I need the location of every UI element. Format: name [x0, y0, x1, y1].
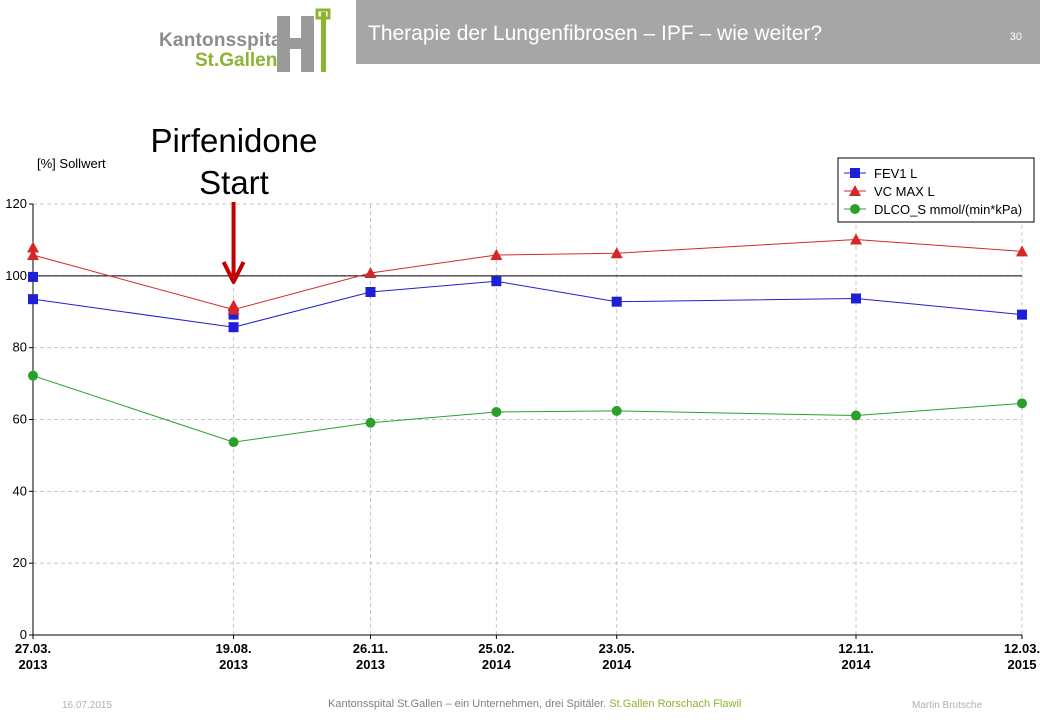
data-point [365, 417, 376, 428]
y-tick-label: 40 [13, 483, 27, 498]
data-point [850, 233, 863, 245]
series-1 [27, 233, 1028, 315]
x-tick-label-day: 19.08. [215, 641, 251, 656]
data-point [364, 266, 377, 278]
x-tick-label-year: 2013 [356, 657, 385, 672]
footer-organisation: Kantonsspital St.Gallen – ein Unternehme… [328, 698, 741, 710]
series-2 [28, 370, 1027, 448]
y-tick-label: 20 [13, 555, 27, 570]
footer-author: Martin Brutsche [912, 700, 983, 711]
x-tick-label-year: 2015 [1008, 657, 1037, 672]
y-tick-label: 120 [5, 196, 27, 211]
y-tick-label: 100 [5, 268, 27, 283]
data-point [491, 406, 502, 417]
legend-label: DLCO_S mmol/(min*kPa) [874, 202, 1022, 217]
legend: FEV1 L VC MAX L DLCO_S mmol/(min*kPa) [837, 157, 1035, 223]
y-tick-label: 80 [13, 340, 27, 355]
x-tick-label-day: 23.05. [599, 641, 635, 656]
series-line [32, 239, 1023, 311]
pirfenidone-annotation: Pirfenidone Start [134, 120, 334, 204]
x-tick-label-year: 2013 [219, 657, 248, 672]
x-tick-label-year: 2014 [842, 657, 872, 672]
x-tick-label-day: 26.11. [353, 641, 388, 656]
logo-h-icon [277, 8, 331, 72]
x-tick-label-day: 12.11. [838, 641, 873, 656]
x-tick-label-day: 27.03. [15, 641, 51, 656]
y-tick-label: 60 [13, 412, 27, 427]
data-point [228, 322, 239, 333]
x-tick-label-day: 12.03. [1004, 641, 1040, 656]
x-tick-label-day: 25.02. [478, 641, 514, 656]
legend-label: VC MAX L [874, 184, 935, 199]
hospital-logo: Kantonsspital St.Gallen [155, 4, 355, 72]
data-point [1016, 245, 1028, 257]
data-point-extra [28, 271, 38, 282]
data-point [228, 437, 239, 448]
series-line [32, 280, 1023, 328]
data-point [28, 370, 38, 381]
logo-name: Kantonsspital [159, 30, 288, 51]
data-point [490, 249, 503, 261]
logo-city: St.Gallen [195, 50, 278, 71]
x-tick-label-year: 2013 [19, 657, 48, 672]
data-point [1017, 398, 1027, 409]
data-point-extra [27, 241, 39, 253]
x-tick-label-year: 2014 [602, 657, 632, 672]
data-point [491, 276, 502, 287]
y-axis-label: [%] Sollwert [37, 156, 106, 171]
start-arrow [221, 202, 246, 284]
data-point [365, 286, 376, 297]
legend-box [837, 157, 1035, 223]
page-number: 30 [1009, 31, 1022, 43]
footer-locations: St.Gallen Rorschach Flawil [609, 698, 742, 710]
data-point [1017, 309, 1027, 320]
series [27, 233, 1028, 448]
slide-title: Therapie der Lungenfibrosen – IPF – wie … [368, 22, 823, 45]
data-point [851, 410, 862, 421]
annotation-line-2: Start [199, 164, 269, 201]
data-point [28, 294, 38, 305]
y-tick-label: 0 [20, 627, 27, 642]
x-tick-label-year: 2014 [482, 657, 512, 672]
annotation-line-1: Pirfenidone [150, 122, 318, 159]
data-point [610, 247, 623, 259]
grid-lines [32, 203, 1023, 635]
legend-label: FEV1 L [874, 166, 917, 181]
series-line [32, 375, 1023, 443]
data-point [611, 405, 622, 416]
data-point-extra [227, 299, 240, 311]
footer-organisation-text: Kantonsspital St.Gallen – ein Unternehme… [328, 698, 607, 710]
arrow-head [221, 261, 246, 284]
footer-date: 16.07.2015 [62, 700, 113, 711]
data-point [27, 249, 39, 261]
data-point [611, 296, 622, 307]
data-point [851, 293, 862, 304]
legend-marker [850, 204, 860, 214]
legend-marker [850, 168, 860, 178]
legend-marker [849, 185, 861, 196]
data-point-extra [228, 309, 239, 320]
series-0 [28, 271, 1027, 333]
title-bar: Therapie der Lungenfibrosen – IPF – wie … [356, 0, 1040, 64]
